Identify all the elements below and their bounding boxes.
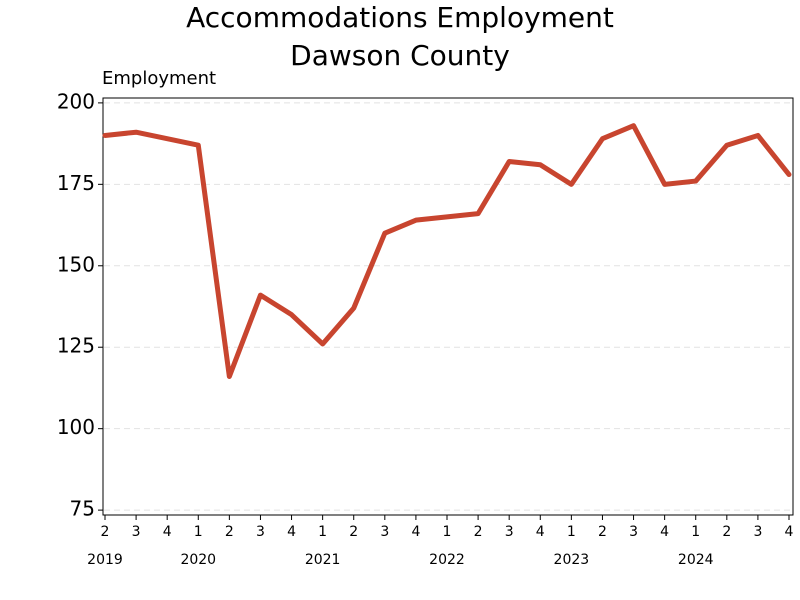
y-tick-label: 100 <box>57 415 95 439</box>
chart-subtitle: Dawson County <box>290 39 510 72</box>
x-tick-label: 4 <box>660 524 669 540</box>
x-tick-label: 1 <box>194 524 203 540</box>
plot-frame <box>102 97 794 516</box>
x-year-label: 2022 <box>429 552 465 568</box>
x-tick-label: 3 <box>256 524 265 540</box>
y-tick-label: 75 <box>70 497 95 521</box>
x-year-label: 2019 <box>87 552 123 568</box>
x-year-label: 2024 <box>678 552 714 568</box>
x-tick-label: 2 <box>598 524 607 540</box>
x-tick-label: 1 <box>567 524 576 540</box>
chart-title: Accommodations Employment <box>186 1 614 34</box>
y-tick-label: 200 <box>57 89 95 113</box>
x-tick-label: 3 <box>132 524 141 540</box>
x-tick-label: 3 <box>753 524 762 540</box>
y-tick-label: 125 <box>57 334 95 358</box>
x-year-label: 2023 <box>554 552 590 568</box>
x-tick-label: 1 <box>318 524 327 540</box>
x-tick-label: 3 <box>629 524 638 540</box>
x-tick-label: 2 <box>722 524 731 540</box>
x-tick-label: 4 <box>287 524 296 540</box>
y-tick-label: 175 <box>57 171 95 195</box>
x-year-label: 2021 <box>305 552 341 568</box>
x-year-label: 2020 <box>180 552 216 568</box>
y-axis-label: Employment <box>102 68 216 89</box>
x-tick-label: 2 <box>474 524 483 540</box>
x-tick-label: 4 <box>536 524 545 540</box>
x-tick-label: 1 <box>691 524 700 540</box>
x-tick-label: 2 <box>101 524 110 540</box>
data-line <box>102 123 792 380</box>
x-tick-label: 2 <box>225 524 234 540</box>
x-tick-label: 2 <box>349 524 358 540</box>
x-tick-label: 3 <box>505 524 514 540</box>
x-tick-label: 4 <box>411 524 420 540</box>
x-tick-label: 4 <box>785 524 794 540</box>
x-tick-label: 3 <box>380 524 389 540</box>
x-tick-label: 4 <box>163 524 172 540</box>
y-tick-label: 150 <box>57 252 95 276</box>
x-tick-label: 1 <box>443 524 452 540</box>
